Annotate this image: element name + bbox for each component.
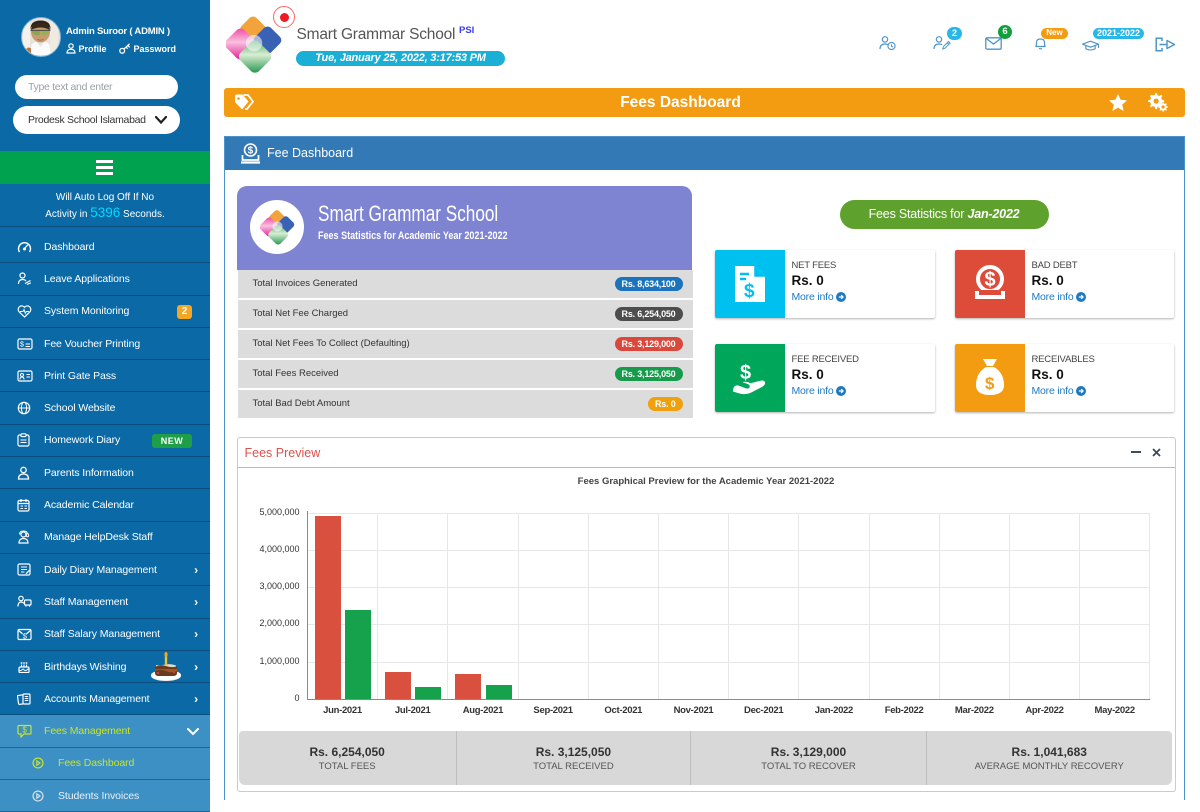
svg-text:$: $ [985, 374, 995, 393]
svg-text:$: $ [740, 362, 751, 384]
svg-text:$: $ [744, 281, 755, 302]
svg-text:$: $ [248, 146, 254, 157]
svg-text:$: $ [23, 631, 28, 640]
svg-text:$: $ [984, 269, 995, 291]
svg-text:$: $ [22, 725, 27, 734]
svg-text:$: $ [20, 341, 24, 348]
